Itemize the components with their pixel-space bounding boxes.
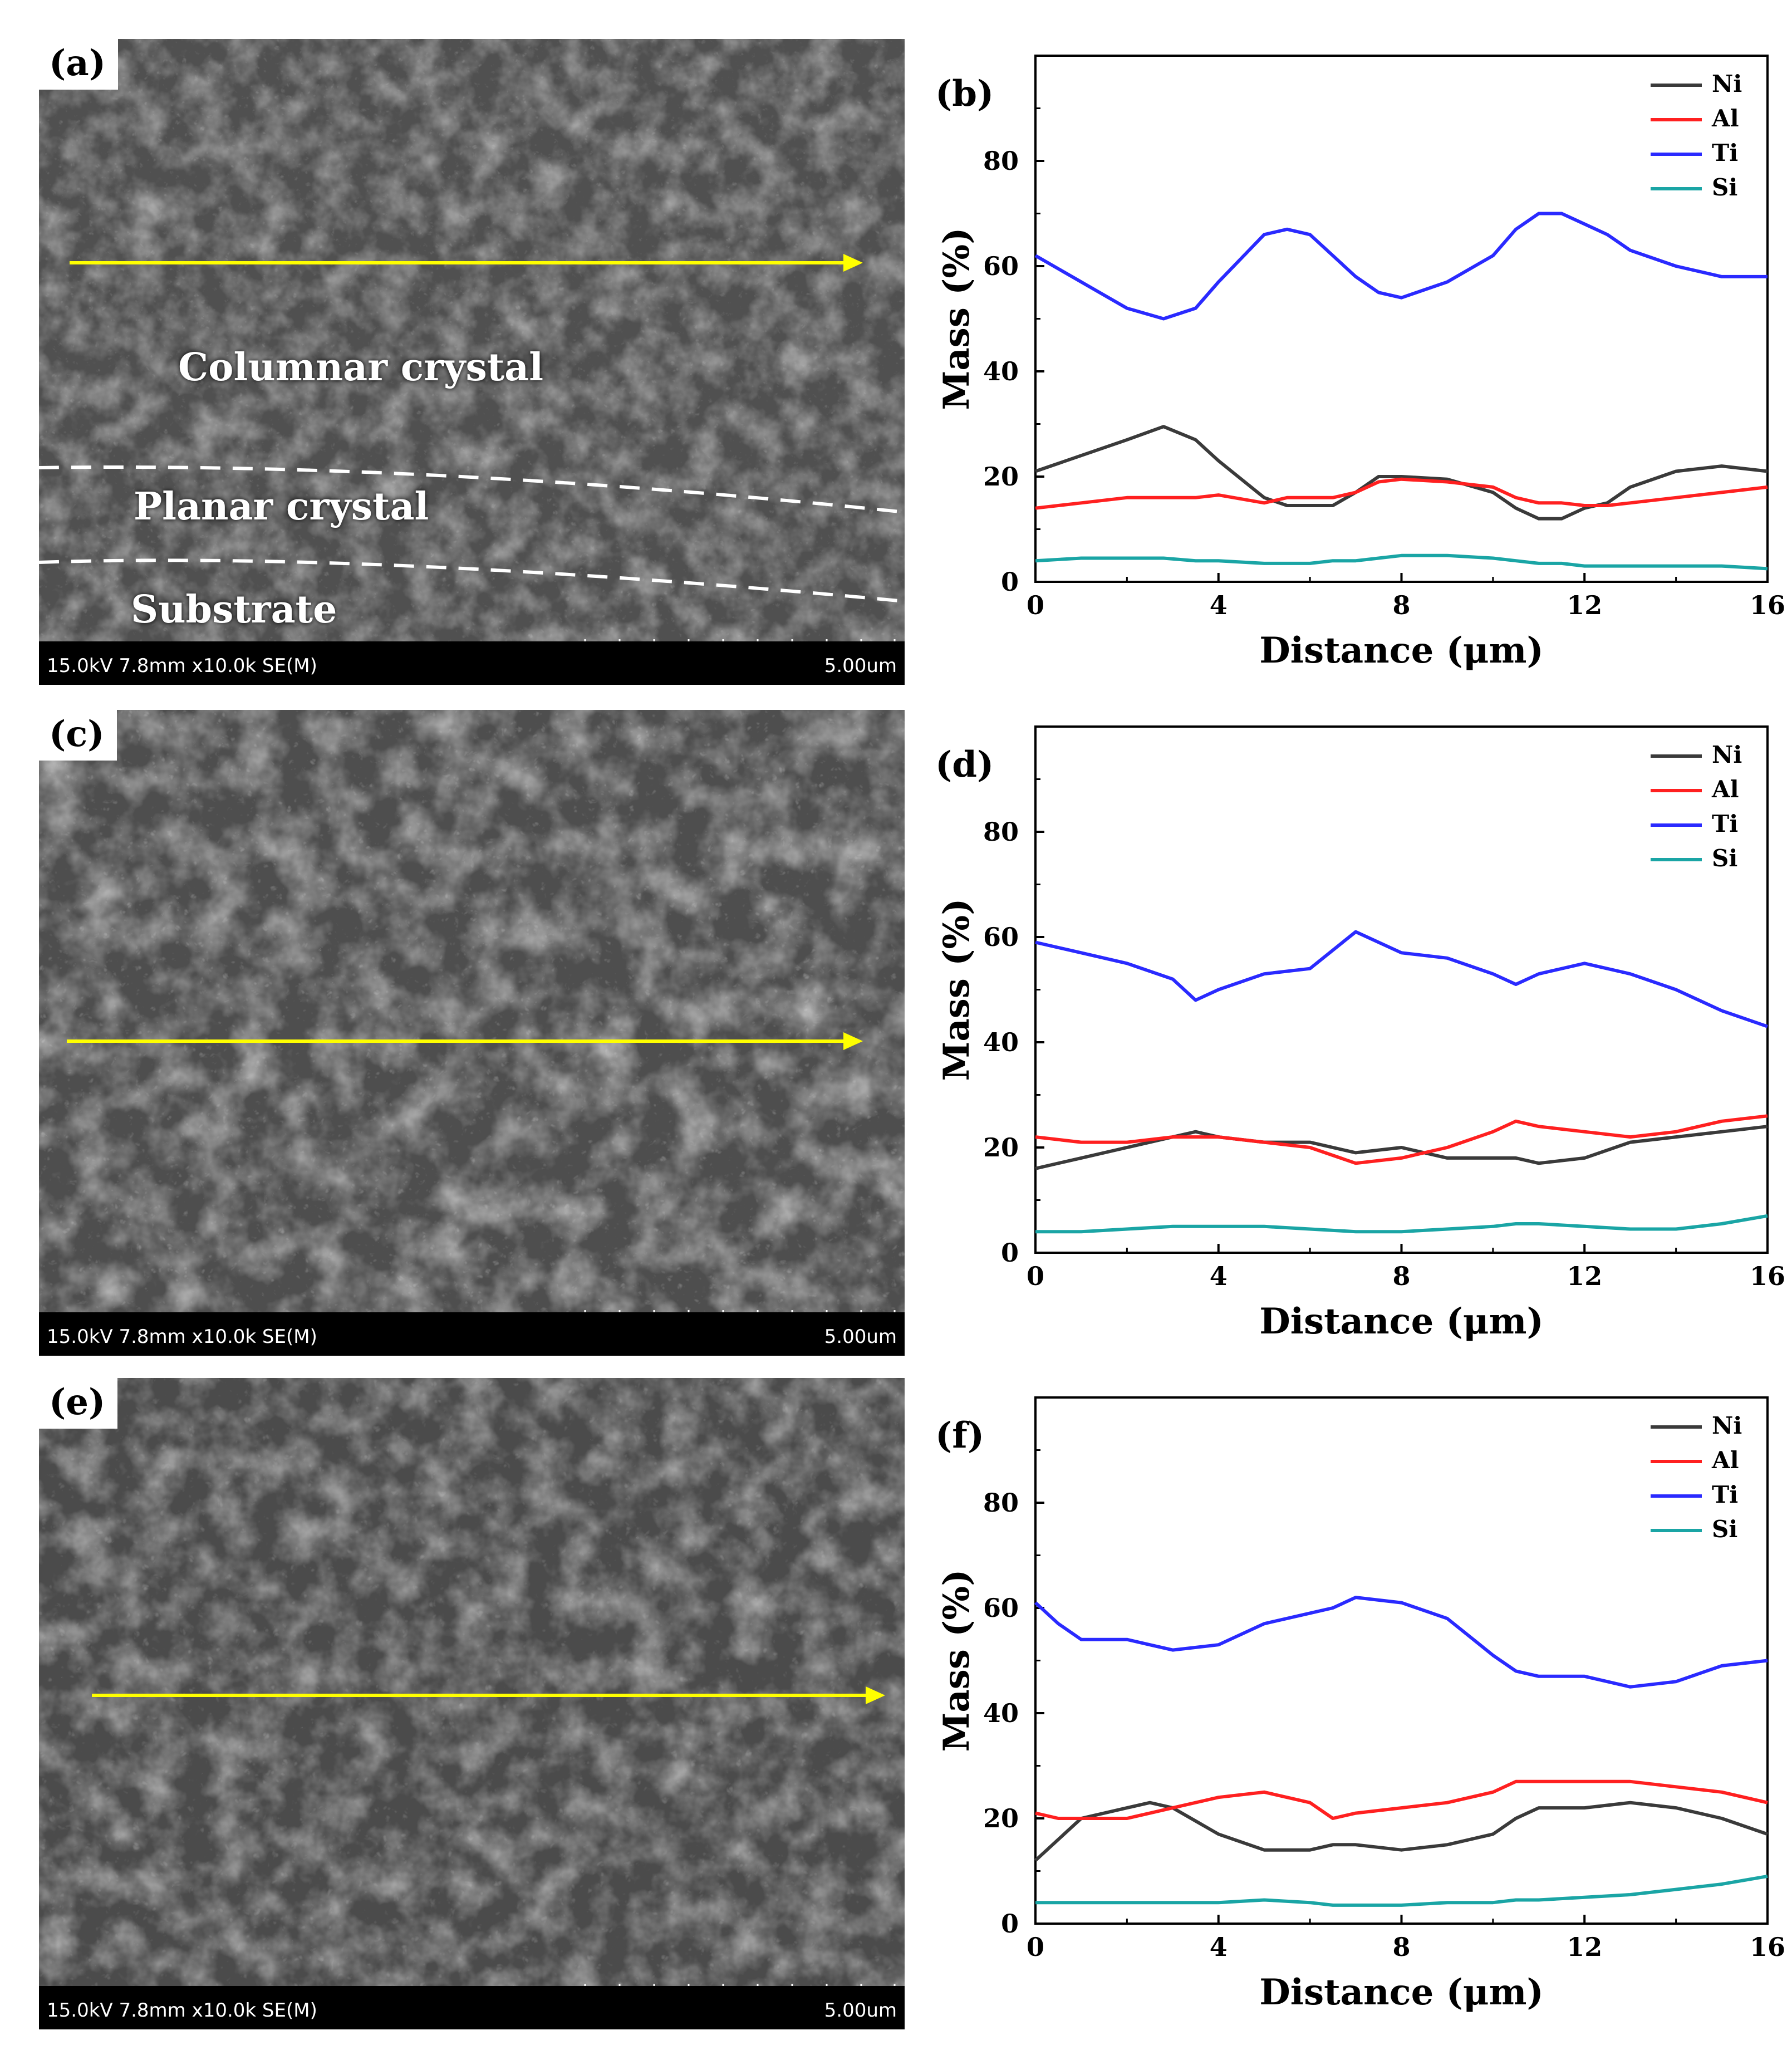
series-line-d-al bbox=[1035, 1114, 1768, 1165]
scale-bar-label-e: 5.00um bbox=[824, 1999, 897, 2022]
series-line-f-si bbox=[1035, 1874, 1768, 1907]
legend-label-d-al: Al bbox=[1711, 776, 1739, 803]
x-tick-label-d-0: 0 bbox=[1027, 1261, 1044, 1291]
legend-label-f-ti: Ti bbox=[1712, 1481, 1738, 1508]
legend-label-b-al: Al bbox=[1711, 105, 1739, 132]
x-tick-label-b-12: 12 bbox=[1567, 590, 1602, 620]
scan-arrow-e bbox=[92, 1686, 885, 1704]
x-tick-label-b-0: 0 bbox=[1027, 590, 1044, 620]
scale-bar-label-a: 5.00um bbox=[824, 655, 897, 677]
panel-label-f: (f) bbox=[935, 1415, 984, 1456]
sem-image-a: Columnar crystal Planar crystal Substrat… bbox=[39, 39, 905, 685]
panel-label-e: (e) bbox=[39, 1378, 118, 1429]
y-tick-label-b-0: 0 bbox=[1001, 567, 1019, 597]
legend-label-f-ni: Ni bbox=[1712, 1412, 1742, 1439]
plot-frame-f bbox=[1034, 1396, 1769, 1925]
x-tick-label-f-12: 12 bbox=[1567, 1932, 1602, 1962]
sem-texture-c bbox=[39, 710, 905, 1356]
legend-label-f-si: Si bbox=[1712, 1516, 1737, 1543]
panel-label-d: (d) bbox=[935, 744, 994, 786]
series-line-b-si bbox=[1035, 553, 1768, 571]
sem-params-a: 15.0kV 7.8mm x10.0k SE(M) bbox=[47, 655, 317, 677]
series-line-d-si bbox=[1035, 1214, 1768, 1234]
x-tick-label-d-4: 4 bbox=[1210, 1261, 1228, 1291]
legend-label-f-al: Al bbox=[1711, 1446, 1739, 1474]
scan-arrow-a bbox=[70, 254, 863, 272]
region-label-columnar: Columnar crystal bbox=[178, 345, 544, 390]
legend-label-d-ti: Ti bbox=[1712, 810, 1738, 837]
x-axis-label-f: Distance (μm) bbox=[1259, 1971, 1544, 2013]
series-line-b-ni bbox=[1035, 425, 1768, 521]
sem-params-c: 15.0kV 7.8mm x10.0k SE(M) bbox=[47, 1326, 317, 1348]
legend-label-b-ni: Ni bbox=[1712, 70, 1742, 97]
y-axis-label-b: Mass (%) bbox=[936, 227, 978, 410]
y-tick-label-b-60: 60 bbox=[983, 251, 1019, 281]
series-line-b-ti bbox=[1034, 212, 1768, 321]
sem-info-bar-e: 15.0kV 7.8mm x10.0k SE(M) 5.00um bbox=[39, 1986, 905, 2029]
sem-info-bar-a: 15.0kV 7.8mm x10.0k SE(M) 5.00um bbox=[39, 641, 905, 685]
x-axis-label-b: Distance (μm) bbox=[1259, 630, 1544, 671]
y-tick-label-b-20: 20 bbox=[983, 462, 1019, 492]
y-tick-label-f-0: 0 bbox=[1001, 1909, 1019, 1939]
region-label-substrate: Substrate bbox=[131, 587, 337, 632]
y-tick-label-d-80: 80 bbox=[983, 817, 1019, 847]
x-tick-label-f-0: 0 bbox=[1027, 1932, 1044, 1962]
legend-label-b-si: Si bbox=[1712, 174, 1737, 201]
sem-texture-e bbox=[39, 1378, 905, 2029]
y-tick-label-d-0: 0 bbox=[1001, 1238, 1019, 1268]
y-tick-label-b-40: 40 bbox=[983, 356, 1019, 386]
series-line-f-al bbox=[1035, 1779, 1768, 1820]
boundary-lower bbox=[39, 558, 905, 603]
series-line-d-ti bbox=[1035, 930, 1768, 1028]
y-axis-label-d: Mass (%) bbox=[936, 898, 978, 1081]
panel-label-b: (b) bbox=[935, 73, 994, 115]
y-tick-label-b-80: 80 bbox=[983, 146, 1019, 176]
x-tick-label-b-8: 8 bbox=[1392, 590, 1410, 620]
region-label-planar: Planar crystal bbox=[134, 484, 429, 529]
series-line-f-ni bbox=[1034, 1801, 1768, 1862]
x-tick-label-b-4: 4 bbox=[1210, 590, 1228, 620]
x-tick-label-b-16: 16 bbox=[1750, 590, 1785, 620]
legend-label-d-si: Si bbox=[1712, 845, 1737, 872]
scale-bar-label-c: 5.00um bbox=[824, 1326, 897, 1348]
x-tick-label-d-16: 16 bbox=[1750, 1261, 1785, 1291]
y-axis-label-f: Mass (%) bbox=[936, 1569, 978, 1752]
x-axis-label-d: Distance (μm) bbox=[1259, 1301, 1544, 1342]
y-tick-label-f-20: 20 bbox=[983, 1803, 1019, 1833]
x-tick-label-d-12: 12 bbox=[1567, 1261, 1602, 1291]
panel-label-a: (a) bbox=[39, 39, 119, 90]
y-tick-label-d-60: 60 bbox=[983, 922, 1019, 952]
scan-arrow-c bbox=[67, 1032, 863, 1050]
x-tick-label-f-4: 4 bbox=[1210, 1932, 1228, 1962]
x-tick-label-f-8: 8 bbox=[1392, 1932, 1410, 1962]
series-line-b-al bbox=[1035, 477, 1768, 510]
sem-texture-a bbox=[39, 39, 905, 685]
y-tick-label-f-40: 40 bbox=[983, 1698, 1019, 1728]
series-line-f-ti bbox=[1034, 1596, 1768, 1689]
sem-image-e: (e) 15.0kV 7.8mm x10.0k SE(M) 5.00um bbox=[39, 1378, 905, 2029]
y-tick-label-d-40: 40 bbox=[983, 1027, 1019, 1057]
boundary-upper bbox=[39, 465, 905, 514]
y-tick-label-d-20: 20 bbox=[983, 1132, 1019, 1163]
sem-params-e: 15.0kV 7.8mm x10.0k SE(M) bbox=[47, 1999, 317, 2022]
x-tick-label-d-8: 8 bbox=[1392, 1261, 1410, 1291]
x-tick-label-f-16: 16 bbox=[1750, 1932, 1785, 1962]
sem-image-c: (c) 15.0kV 7.8mm x10.0k SE(M) 5.00um bbox=[39, 710, 905, 1356]
y-tick-label-f-60: 60 bbox=[983, 1593, 1019, 1623]
sem-info-bar-c: 15.0kV 7.8mm x10.0k SE(M) 5.00um bbox=[39, 1312, 905, 1356]
panel-label-c: (c) bbox=[39, 710, 117, 761]
legend-label-d-ni: Ni bbox=[1712, 741, 1742, 768]
legend-label-b-ti: Ti bbox=[1712, 139, 1738, 166]
y-tick-label-f-80: 80 bbox=[983, 1488, 1019, 1518]
